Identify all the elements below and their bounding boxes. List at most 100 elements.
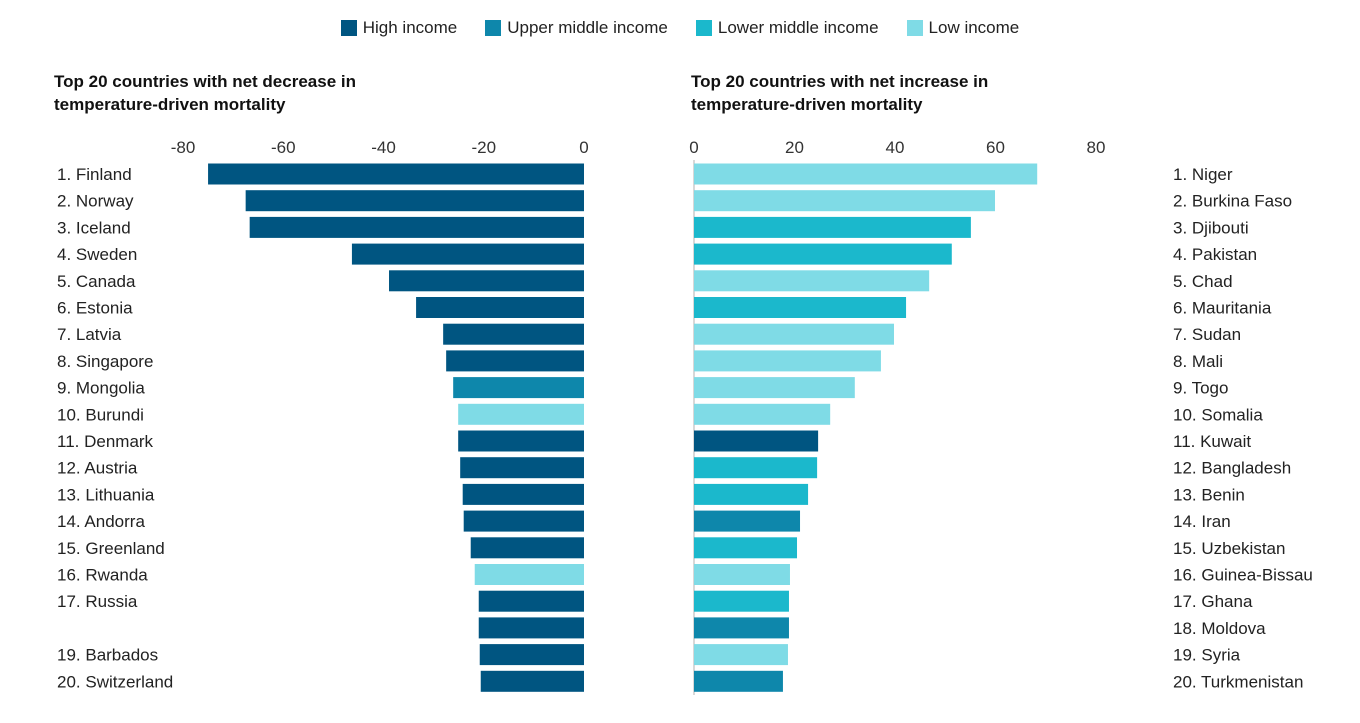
- bar: [470, 537, 584, 559]
- bar: [478, 590, 584, 612]
- bar: [480, 670, 584, 692]
- bar: [694, 670, 783, 692]
- bar: [694, 163, 1038, 185]
- category-label: 17. Russia: [57, 592, 138, 611]
- category-label: 10. Somalia: [1173, 405, 1263, 424]
- category-label: 6. Estonia: [57, 299, 133, 318]
- bar: [694, 617, 789, 639]
- bar: [389, 270, 584, 292]
- category-label: 7. Latvia: [57, 325, 122, 344]
- category-label: 15. Uzbekistan: [1173, 539, 1285, 558]
- bar: [694, 243, 952, 265]
- left-chart-title: Top 20 countries with net decrease in te…: [54, 72, 356, 114]
- bar: [694, 590, 789, 612]
- category-label: 2. Burkina Faso: [1173, 192, 1292, 211]
- category-label: 17. Ghana: [1173, 592, 1253, 611]
- bar: [351, 243, 584, 265]
- legend-label: Low income: [928, 18, 1020, 37]
- bar: [460, 457, 584, 479]
- category-label: 19. Syria: [1173, 646, 1241, 665]
- legend-item-upper-middle: Upper middle income: [485, 18, 668, 38]
- category-label: 7. Sudan: [1173, 325, 1241, 344]
- category-label: 8. Mali: [1173, 352, 1223, 371]
- category-label: 12. Bangladesh: [1173, 459, 1291, 478]
- bar: [463, 510, 584, 532]
- category-label: 5. Chad: [1173, 272, 1233, 291]
- bar: [474, 564, 584, 585]
- x-tick-label: 80: [1087, 138, 1106, 157]
- legend-label: Upper middle income: [507, 18, 668, 37]
- legend-swatch: [485, 20, 502, 36]
- bar: [478, 617, 584, 639]
- bar: [694, 644, 788, 666]
- category-label: 16. Rwanda: [57, 566, 148, 585]
- bar: [694, 564, 790, 585]
- legend: High income Upper middle income Lower mi…: [0, 18, 1360, 38]
- legend-item-low: Low income: [906, 18, 1020, 38]
- legend-item-lower-middle: Lower middle income: [695, 18, 879, 38]
- bar: [458, 403, 584, 425]
- bar: [462, 483, 584, 505]
- bar: [416, 297, 584, 318]
- bar: [694, 323, 894, 345]
- bar: [694, 190, 995, 212]
- legend-item-high: High income: [340, 18, 458, 38]
- category-label: 10. Burundi: [57, 405, 144, 424]
- legend-label: Lower middle income: [717, 18, 879, 37]
- bar: [453, 377, 584, 399]
- legend-swatch: [906, 20, 923, 36]
- category-label: 14. Iran: [1173, 512, 1231, 531]
- category-label: 16. Guinea-Bissau: [1173, 566, 1313, 585]
- category-label: 20. Turkmenistan: [1173, 672, 1303, 691]
- bar: [446, 350, 584, 372]
- category-label: 8. Singapore: [57, 352, 153, 371]
- x-tick-label: -20: [471, 138, 496, 157]
- category-label: 11. Kuwait: [1173, 432, 1251, 451]
- bar: [208, 163, 584, 185]
- category-label: 12. Austria: [57, 459, 138, 478]
- category-label: 9. Togo: [1173, 379, 1228, 398]
- bar: [694, 377, 855, 399]
- x-tick-label: -40: [371, 138, 396, 157]
- x-tick-label: 60: [986, 138, 1005, 157]
- bar: [694, 430, 819, 452]
- bar: [694, 270, 930, 292]
- category-label: 6. Mauritania: [1173, 299, 1272, 318]
- bar: [694, 457, 818, 479]
- x-tick-label: 20: [785, 138, 804, 157]
- bar: [694, 403, 831, 425]
- x-tick-label: 40: [886, 138, 905, 157]
- category-label: 18. Moldova: [1173, 619, 1266, 638]
- bar: [694, 350, 881, 372]
- category-label: 4. Pakistan: [1173, 245, 1257, 264]
- legend-label: High income: [362, 18, 458, 37]
- bar: [249, 216, 584, 238]
- bar: [458, 430, 584, 452]
- category-label: 5. Canada: [57, 272, 136, 291]
- right-chart-title: Top 20 countries with net increase in te…: [691, 72, 989, 114]
- category-label: 3. Djibouti: [1173, 218, 1249, 237]
- bar: [694, 537, 798, 559]
- category-label: 3. Iceland: [57, 218, 131, 237]
- x-tick-label: 0: [689, 138, 698, 157]
- category-label: 2. Norway: [57, 192, 134, 211]
- category-label: 15. Greenland: [57, 539, 165, 558]
- x-tick-label: 0: [579, 138, 588, 157]
- category-label: 1. Niger: [1173, 165, 1233, 184]
- bar: [479, 644, 584, 666]
- bar: [694, 483, 809, 505]
- category-label: 9. Mongolia: [57, 379, 145, 398]
- category-label: 13. Lithuania: [57, 485, 155, 504]
- legend-swatch: [340, 20, 357, 36]
- x-tick-label: -60: [271, 138, 296, 157]
- category-label: 1. Finland: [57, 165, 132, 184]
- bar: [694, 510, 801, 532]
- category-label: 19. Barbados: [57, 646, 158, 665]
- bar: [694, 216, 971, 238]
- bar: [443, 323, 584, 345]
- bar: [694, 297, 907, 318]
- x-tick-label: -80: [171, 138, 196, 157]
- bar: [245, 190, 584, 212]
